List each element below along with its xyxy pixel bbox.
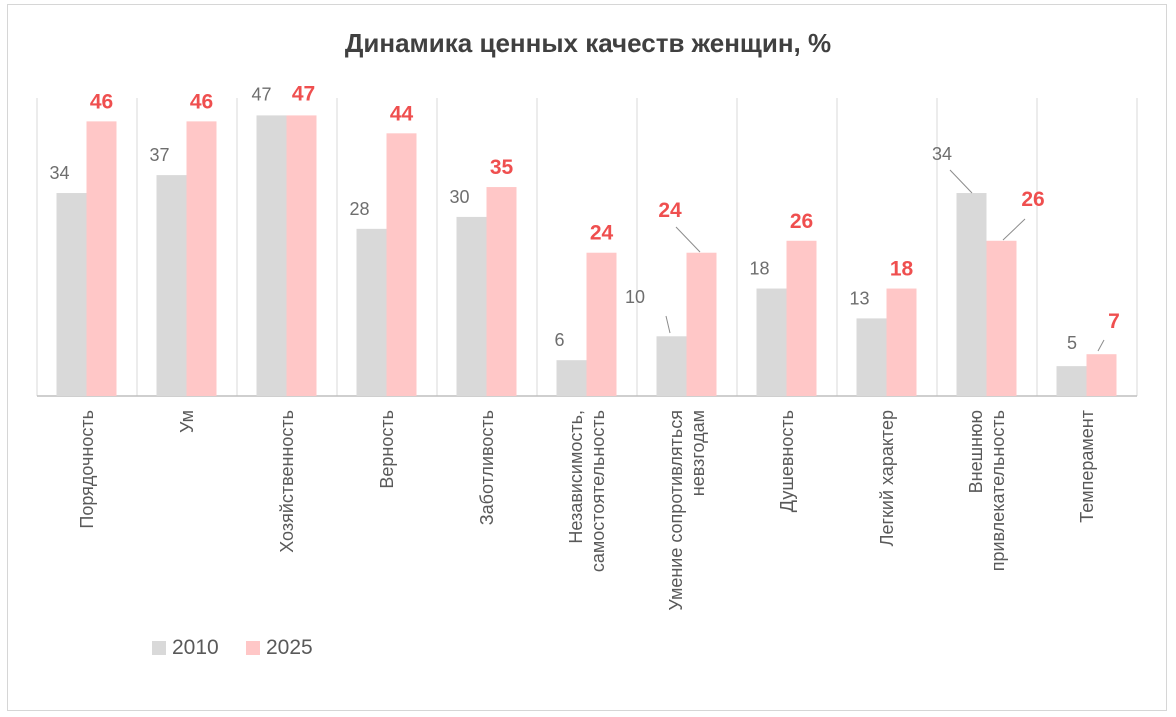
bar-2025-8 bbox=[886, 288, 917, 396]
data-label-2010-10: 5 bbox=[1067, 333, 1077, 353]
bar-2010-6 bbox=[656, 336, 687, 396]
category-label-9-0: Внешнюю bbox=[966, 410, 986, 493]
bar-2025-5 bbox=[586, 252, 617, 396]
leader-line-2010-9 bbox=[949, 169, 973, 194]
bar-2010-0 bbox=[56, 193, 87, 396]
data-label-2025-1: 46 bbox=[190, 90, 213, 113]
bar-2010-2 bbox=[256, 115, 287, 396]
data-label-2025-8: 18 bbox=[890, 258, 914, 281]
bar-2025-0 bbox=[86, 121, 117, 396]
data-label-2025-0: 46 bbox=[90, 90, 113, 113]
bar-2010-4 bbox=[456, 216, 487, 396]
bar-2025-10 bbox=[1086, 354, 1117, 396]
category-label-10-0: Темперамент bbox=[1077, 410, 1097, 523]
data-label-2010-7: 18 bbox=[749, 259, 769, 279]
legend-swatch-2010 bbox=[152, 641, 166, 655]
chart-title: Динамика ценных качеств женщин, % bbox=[344, 28, 832, 58]
legend-label-2010: 2010 bbox=[172, 636, 219, 659]
category-label-6-0: Умение сопротивляться bbox=[666, 410, 686, 611]
category-label-3-0: Верность bbox=[377, 410, 397, 489]
bar-2010-9 bbox=[956, 193, 987, 396]
legend-swatch-2025 bbox=[246, 641, 260, 655]
category-label-8-0: Легкий характер bbox=[877, 410, 897, 546]
leader-line-2025-10 bbox=[1097, 339, 1105, 352]
bar-2025-9 bbox=[986, 240, 1017, 396]
data-label-2025-7: 26 bbox=[790, 210, 813, 233]
bar-2025-2 bbox=[286, 115, 317, 396]
category-label-4-0: Заботливость bbox=[477, 410, 497, 525]
bar-2025-1 bbox=[186, 121, 217, 396]
data-label-2010-9: 34 bbox=[932, 144, 952, 164]
data-label-2025-5: 24 bbox=[590, 222, 614, 245]
data-label-2025-3: 44 bbox=[390, 102, 414, 125]
category-label-6-1: невзгодам bbox=[688, 410, 708, 496]
data-label-2010-8: 13 bbox=[849, 288, 869, 308]
bar-2025-3 bbox=[386, 133, 417, 396]
data-label-2025-9: 26 bbox=[1021, 188, 1044, 211]
data-label-2010-2: 47 bbox=[251, 84, 271, 104]
category-label-5-1: самостоятельность bbox=[588, 410, 608, 572]
bar-2010-5 bbox=[556, 360, 587, 396]
bar-2025-7 bbox=[786, 240, 817, 396]
data-label-2010-0: 34 bbox=[49, 163, 69, 183]
data-label-2010-5: 6 bbox=[554, 330, 564, 350]
leader-line-2025-6 bbox=[675, 226, 701, 253]
legend-label-2025: 2025 bbox=[266, 636, 313, 659]
category-label-9-1: привлекательность bbox=[988, 410, 1008, 571]
data-label-2010-6: 10 bbox=[625, 287, 645, 307]
bar-2010-3 bbox=[356, 228, 387, 396]
legend-item-2010: 2010 bbox=[152, 636, 219, 660]
bar-2025-4 bbox=[486, 187, 517, 396]
category-label-1-0: Ум bbox=[177, 410, 197, 433]
category-label-7-0: Душевность bbox=[777, 410, 797, 512]
category-label-5-0: Независимость, bbox=[566, 410, 586, 544]
data-label-2025-4: 35 bbox=[490, 156, 514, 179]
data-label-2025-10: 7 bbox=[1108, 310, 1120, 333]
data-label-2025-2: 47 bbox=[292, 82, 315, 105]
bar-2010-1 bbox=[156, 175, 187, 396]
data-label-2025-6: 24 bbox=[658, 199, 682, 222]
bar-2025-6 bbox=[686, 252, 717, 396]
category-label-0-0: Порядочность bbox=[77, 410, 97, 529]
data-label-2010-3: 28 bbox=[349, 199, 369, 219]
data-label-2010-1: 37 bbox=[149, 145, 169, 165]
bar-2010-8 bbox=[856, 318, 887, 396]
leader-line-2025-9 bbox=[1002, 218, 1026, 241]
bar-2010-7 bbox=[756, 288, 787, 396]
data-label-2010-4: 30 bbox=[449, 187, 469, 207]
category-label-2-0: Хозяйственность bbox=[277, 410, 297, 553]
legend-item-2025: 2025 bbox=[246, 636, 313, 660]
leader-line-2010-6 bbox=[665, 315, 671, 334]
bar-2010-10 bbox=[1056, 366, 1087, 396]
